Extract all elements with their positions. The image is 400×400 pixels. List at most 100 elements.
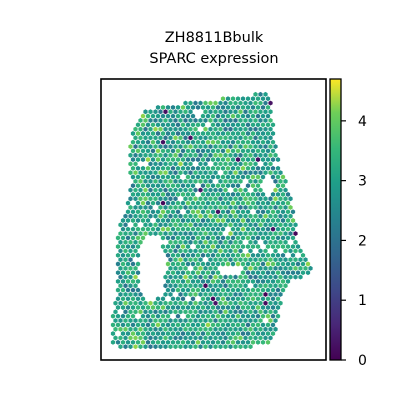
- spot: [165, 139, 171, 145]
- spot: [148, 161, 153, 167]
- spot: [225, 183, 231, 189]
- spot: [243, 344, 248, 350]
- spot: [225, 122, 231, 128]
- spot: [213, 248, 218, 254]
- spot: [230, 244, 236, 250]
- spot: [283, 178, 288, 184]
- spot: [293, 231, 298, 236]
- spot: [233, 318, 238, 323]
- spot: [240, 296, 246, 302]
- spot: [255, 218, 261, 223]
- spot: [195, 131, 201, 136]
- spot: [265, 104, 271, 110]
- spot: [198, 178, 203, 184]
- spot: [165, 165, 171, 171]
- spot: [125, 200, 131, 206]
- spot: [128, 205, 133, 210]
- spot: [293, 257, 298, 263]
- spot: [148, 170, 153, 176]
- spot: [268, 231, 273, 236]
- spot: [260, 200, 266, 206]
- spot: [128, 318, 133, 323]
- spot: [163, 222, 168, 228]
- spot: [250, 165, 256, 171]
- spot: [143, 170, 148, 176]
- spot: [180, 244, 186, 250]
- spot: [150, 174, 156, 180]
- spot: [240, 218, 246, 223]
- spot: [170, 218, 176, 223]
- spot: [160, 226, 166, 232]
- spot: [208, 300, 213, 306]
- spot: [220, 287, 226, 293]
- spot: [135, 183, 141, 189]
- spot: [190, 191, 196, 197]
- spot: [158, 335, 163, 341]
- spot: [263, 100, 268, 106]
- spot: [225, 139, 231, 145]
- spot: [203, 196, 208, 202]
- spot: [183, 300, 188, 306]
- spot: [153, 309, 158, 315]
- spot: [128, 344, 133, 350]
- spot: [253, 126, 258, 132]
- spot: [153, 222, 158, 228]
- spot: [138, 144, 143, 149]
- spot: [190, 261, 196, 267]
- spot: [215, 122, 221, 128]
- spot: [238, 239, 243, 245]
- spot: [160, 331, 166, 337]
- spot: [240, 313, 246, 319]
- spot: [125, 339, 131, 345]
- spot: [288, 274, 293, 280]
- spot: [258, 91, 263, 97]
- spot: [220, 261, 226, 267]
- spot: [173, 161, 178, 167]
- spot: [213, 309, 218, 315]
- spot: [150, 226, 156, 232]
- spot: [178, 283, 183, 289]
- spot: [215, 209, 221, 215]
- spot: [128, 248, 133, 254]
- spot: [135, 296, 141, 302]
- spot: [218, 126, 223, 132]
- spot: [258, 318, 263, 323]
- spot: [150, 122, 156, 128]
- spot: [198, 144, 203, 149]
- spot: [223, 239, 228, 245]
- spot: [155, 218, 161, 223]
- spot: [268, 161, 273, 167]
- spot: [225, 331, 231, 337]
- spot: [233, 231, 238, 236]
- spot: [253, 326, 258, 332]
- spot: [135, 322, 141, 328]
- spot: [260, 226, 266, 232]
- spot: [263, 326, 268, 332]
- spot: [275, 252, 281, 258]
- spot: [195, 200, 201, 206]
- spot: [280, 244, 286, 250]
- spot: [208, 344, 213, 350]
- spot: [143, 205, 148, 210]
- spot: [283, 265, 288, 271]
- spot: [240, 191, 246, 197]
- spot: [275, 313, 281, 319]
- spot: [148, 118, 153, 123]
- spot: [173, 222, 178, 228]
- spot: [173, 239, 178, 245]
- spot: [110, 331, 116, 337]
- spot: [185, 183, 191, 189]
- spot: [165, 339, 171, 345]
- spot: [288, 248, 293, 254]
- spot: [238, 187, 243, 193]
- spot: [188, 126, 193, 132]
- spot: [218, 109, 223, 115]
- spot: [230, 174, 236, 180]
- spot: [193, 196, 198, 202]
- spot: [218, 100, 223, 106]
- spot: [223, 170, 228, 176]
- spot: [170, 165, 176, 171]
- spot: [183, 309, 188, 315]
- spot: [173, 274, 178, 280]
- spot: [243, 222, 248, 228]
